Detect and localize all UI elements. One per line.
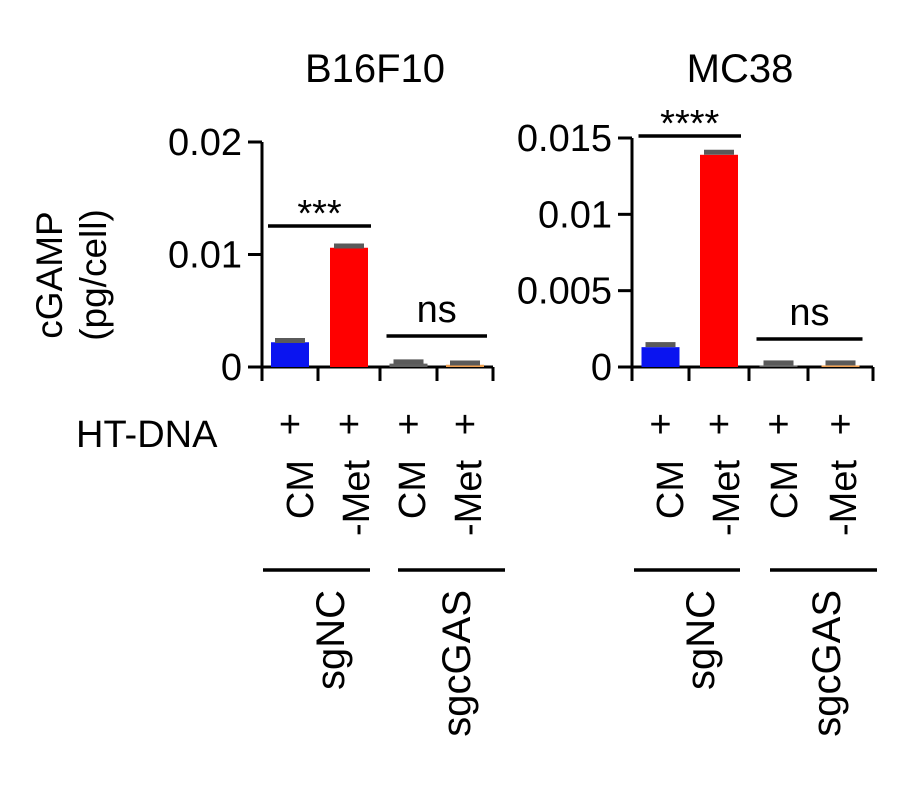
y-tick-label: 0.01 bbox=[168, 235, 242, 277]
error-bar-cap bbox=[825, 360, 856, 366]
y-tick-label: 0.02 bbox=[168, 122, 242, 164]
error-bar-cap bbox=[704, 149, 734, 155]
condition-label--Met: -Met bbox=[823, 460, 865, 536]
bar-sgNC-CM bbox=[641, 347, 680, 367]
bar-sgcGAS--Met bbox=[446, 364, 484, 367]
y-axis-label: cGAMP (pg/cell) bbox=[29, 209, 114, 341]
condition-label--Met: -Met bbox=[336, 460, 378, 536]
y-tick-label: 0.01 bbox=[538, 194, 612, 236]
error-bar-cap bbox=[450, 360, 480, 366]
ht-dna-plus: + bbox=[279, 404, 301, 446]
y-tick-label: 0.005 bbox=[517, 271, 612, 313]
bar-sgcGAS-CM bbox=[759, 365, 798, 367]
condition-label--Met: -Met bbox=[706, 460, 748, 536]
ht-dna-plus: + bbox=[829, 404, 851, 446]
condition-label-CM: CM bbox=[280, 460, 322, 519]
panel-2-title: MC38 bbox=[687, 47, 794, 91]
significance-label: *** bbox=[297, 193, 342, 235]
bar-sgcGAS--Met bbox=[821, 365, 860, 367]
ht-dna-plus: + bbox=[649, 404, 671, 446]
significance-label: ns bbox=[789, 292, 829, 334]
panels: 0 0.01 0.02 *** ns + + + + CM -Met CM -Met sgNC sgcGAS… bbox=[168, 103, 877, 737]
group-label-sgNC: sgNC bbox=[309, 590, 353, 690]
y-axis-label-line-1: cGAMP bbox=[29, 211, 70, 338]
panel-1-title: B16F10 bbox=[305, 47, 445, 91]
error-bar-cap bbox=[393, 359, 424, 365]
ht-dna-plus: + bbox=[767, 404, 789, 446]
condition-label--Met: -Met bbox=[448, 460, 490, 536]
error-bar-cap bbox=[275, 338, 305, 343]
significance-label: **** bbox=[660, 103, 719, 145]
condition-label-CM: CM bbox=[650, 460, 692, 519]
bar-sgNC--Met bbox=[700, 154, 738, 367]
group-label-sgcGAS: sgcGAS bbox=[435, 590, 479, 737]
ht-dna-plus: + bbox=[708, 404, 730, 446]
error-bar-cap bbox=[645, 342, 676, 348]
bar-sgNC--Met bbox=[330, 247, 368, 367]
bar-sgcGAS-CM bbox=[389, 363, 428, 367]
panel-1: 0 0.01 0.02 *** ns + + + + CM -Met CM -Met sgNC sgcGAS bbox=[168, 122, 505, 737]
ht-dna-row-label: HT-DNA bbox=[76, 414, 218, 456]
y-tick-label: 0.015 bbox=[517, 118, 612, 160]
ht-dna-plus: + bbox=[454, 404, 476, 446]
error-bar-cap bbox=[763, 360, 794, 366]
condition-label-CM: CM bbox=[764, 460, 806, 519]
error-bar-cap bbox=[334, 243, 364, 249]
y-tick-label: 0 bbox=[221, 347, 242, 389]
y-axis-label-line-2: (pg/cell) bbox=[73, 209, 114, 341]
group-label-sgcGAS: sgcGAS bbox=[805, 590, 849, 737]
ht-dna-plus: + bbox=[397, 404, 419, 446]
group-label-sgNC: sgNC bbox=[679, 590, 723, 690]
bar-sgNC-CM bbox=[271, 342, 309, 367]
y-tick-label: 0 bbox=[591, 347, 612, 389]
panel-2: 0 0.005 0.01 0.015 **** ns + + + + CM -Met CM -Met sgN… bbox=[517, 103, 877, 737]
condition-label-CM: CM bbox=[392, 460, 434, 519]
ht-dna-plus: + bbox=[338, 404, 360, 446]
significance-label: ns bbox=[417, 289, 457, 331]
